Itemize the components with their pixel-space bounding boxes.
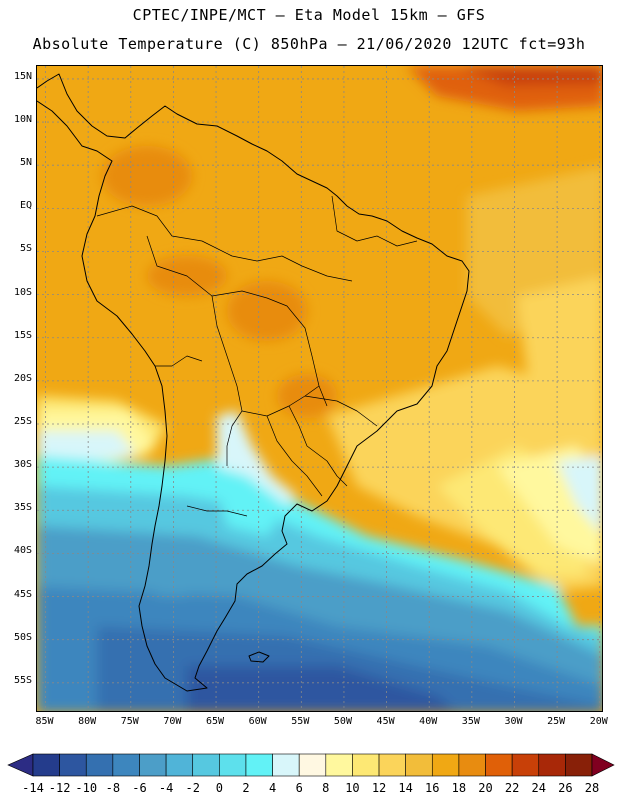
colorbar-swatch	[219, 753, 247, 777]
colorbar-label: 16	[425, 781, 440, 795]
colorbar	[7, 753, 615, 777]
latitude-label: EQ	[19, 200, 32, 212]
colorbar-swatch	[378, 753, 406, 777]
coastline	[37, 73, 470, 692]
south-america-coastline	[37, 73, 470, 692]
colorbar-swatch	[272, 753, 300, 777]
longitude-label: 60W	[248, 716, 267, 727]
colorbar-swatch	[32, 753, 60, 777]
colorbar-swatch	[538, 753, 566, 777]
colorbar-under-arrow	[7, 753, 34, 777]
latitude-label: 10S	[13, 286, 32, 298]
colorbar-swatch	[165, 753, 194, 777]
colorbar-label: -8	[105, 781, 121, 795]
colorbar-swatch	[192, 753, 220, 777]
colorbar-label: 24	[531, 781, 546, 795]
latitude-label: 10N	[13, 114, 32, 126]
longitude-label: 75W	[120, 716, 139, 727]
colorbar-swatch	[565, 753, 593, 777]
latitude-label: 15N	[13, 70, 32, 82]
longitude-label: 85W	[35, 716, 54, 727]
longitude-label: 55W	[291, 716, 310, 727]
colorbar-swatch	[112, 753, 140, 777]
colorbar-label: 0	[215, 781, 223, 795]
map-subtitle: Absolute Temperature (C) 850hPa – 21/06/…	[32, 35, 586, 53]
latitude-label: 5S	[19, 243, 32, 255]
colorbar-label: 22	[504, 781, 520, 795]
colorbar-label: -12	[48, 781, 71, 795]
temperature-map	[37, 66, 602, 711]
latitude-label: 15S	[13, 329, 32, 341]
colorbar-swatch	[511, 753, 540, 777]
colorbar-swatch	[485, 753, 513, 777]
colorbar-swatch	[431, 753, 460, 777]
colorbar-label: 20	[478, 781, 493, 795]
longitude-label: 50W	[333, 716, 352, 727]
latitude-label: 50S	[13, 631, 32, 643]
country-borders	[96, 195, 418, 517]
colorbar-swatch	[298, 753, 327, 777]
latitude-label: 40S	[13, 545, 32, 557]
temperature-shading	[37, 66, 602, 711]
colorbar-label: 26	[558, 781, 573, 795]
colorbar-swatch	[245, 753, 273, 777]
longitude-label: 70W	[163, 716, 182, 727]
colorbar-swatch	[85, 753, 114, 777]
colorbar-swatch	[139, 753, 167, 777]
longitude-label: 25W	[547, 716, 566, 727]
colorbar-label: -2	[185, 781, 200, 795]
longitude-label: 65W	[206, 716, 225, 727]
map-title: CPTEC/INPE/MCT – Eta Model 15km – GFS	[132, 6, 486, 24]
latitude-label: 45S	[13, 588, 32, 600]
colorbar-label: 28	[584, 781, 600, 795]
longitude-label: 20W	[589, 716, 608, 727]
longitude-label: 40W	[419, 716, 438, 727]
latitude-label: 35S	[13, 502, 32, 514]
colorbar-swatch	[458, 753, 486, 777]
latitude-label: 5N	[19, 157, 32, 169]
longitude-label: 35W	[461, 716, 480, 727]
latitude-label: 20S	[13, 372, 32, 384]
latitude-label: 55S	[13, 674, 32, 686]
colorbar-label: 8	[322, 781, 330, 795]
longitude-label: 45W	[376, 716, 395, 727]
colorbar-label: 14	[398, 781, 413, 795]
colorbar-swatch	[325, 753, 353, 777]
falklands	[248, 651, 270, 663]
colorbar-over-arrow	[591, 753, 615, 777]
longitude-label: 30W	[504, 716, 523, 727]
colorbar-label: -10	[75, 781, 98, 795]
colorbar-label: 4	[268, 781, 277, 795]
colorbar-label: 10	[345, 781, 360, 795]
longitude-label: 80W	[78, 716, 97, 727]
colorbar-label: -6	[132, 781, 147, 795]
map-frame	[36, 65, 603, 712]
colorbar-label: 6	[295, 781, 303, 795]
colorbar-swatch	[59, 753, 87, 777]
colorbar-label: 12	[371, 781, 387, 795]
colorbar-swatch	[405, 753, 433, 777]
latitude-label: 25S	[13, 416, 32, 427]
colorbar-label: -4	[158, 781, 174, 795]
colorbar-label: -14	[22, 781, 44, 795]
colorbar-swatch	[352, 753, 380, 777]
colorbar-label: 18	[451, 781, 467, 795]
colorbar-label: 2	[242, 781, 250, 795]
latitude-label: 30S	[13, 459, 32, 471]
